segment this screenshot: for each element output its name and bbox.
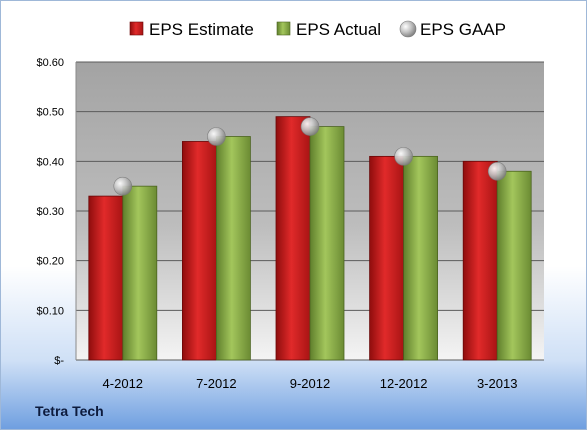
y-tick-label: $- xyxy=(54,355,64,367)
bars xyxy=(88,116,532,361)
eps-gaap-marker xyxy=(487,161,507,181)
eps-gaap-marker xyxy=(394,147,413,166)
eps-estimate-bar xyxy=(88,195,124,361)
eps-estimate-bar xyxy=(181,141,217,361)
gaap-markers xyxy=(113,117,507,196)
eps-actual-legend-swatch xyxy=(276,21,291,36)
eps-gaap-legend-swatch xyxy=(399,20,417,38)
x-tick-label: 12-2012 xyxy=(380,376,428,391)
eps-gaap-marker xyxy=(207,127,226,146)
y-axis: $- $0.10 $0.20 $0.30 $0.40 $0.50 $0.60 xyxy=(36,57,77,367)
eps-gaap-marker xyxy=(113,176,133,196)
eps-estimate-legend-label: EPS Estimate xyxy=(149,20,254,39)
y-tick-label: $0.10 xyxy=(36,305,64,317)
x-tick-label: 4-2012 xyxy=(103,376,143,391)
eps-estimate-legend-swatch xyxy=(129,21,144,36)
eps-actual-bar xyxy=(309,126,345,361)
x-axis: 4-2012 7-2012 9-2012 12-2012 3-2013 xyxy=(103,376,518,391)
legend: EPS Estimate EPS Actual EPS GAAP xyxy=(129,20,506,39)
eps-estimate-bar xyxy=(369,155,405,361)
eps-gaap-legend-label: EPS GAAP xyxy=(420,20,506,39)
y-tick-label: $0.50 xyxy=(36,107,64,119)
eps-actual-bar xyxy=(215,136,251,361)
eps-estimate-bar xyxy=(462,160,498,361)
eps-estimate-bar xyxy=(275,116,311,361)
company-name: Tetra Tech xyxy=(35,403,104,419)
x-tick-label: 9-2012 xyxy=(290,376,330,391)
y-tick-label: $0.40 xyxy=(36,156,64,168)
y-tick-label: $0.60 xyxy=(36,57,64,69)
eps-actual-bar xyxy=(122,185,158,361)
eps-actual-bar xyxy=(403,155,439,361)
eps-gaap-marker xyxy=(300,117,320,136)
eps-actual-legend-label: EPS Actual xyxy=(296,20,381,39)
x-tick-label: 3-2013 xyxy=(477,376,517,391)
y-tick-label: $0.30 xyxy=(36,206,64,218)
eps-actual-bar xyxy=(496,170,532,361)
y-tick-label: $0.20 xyxy=(36,256,64,268)
x-tick-label: 7-2012 xyxy=(196,376,236,391)
